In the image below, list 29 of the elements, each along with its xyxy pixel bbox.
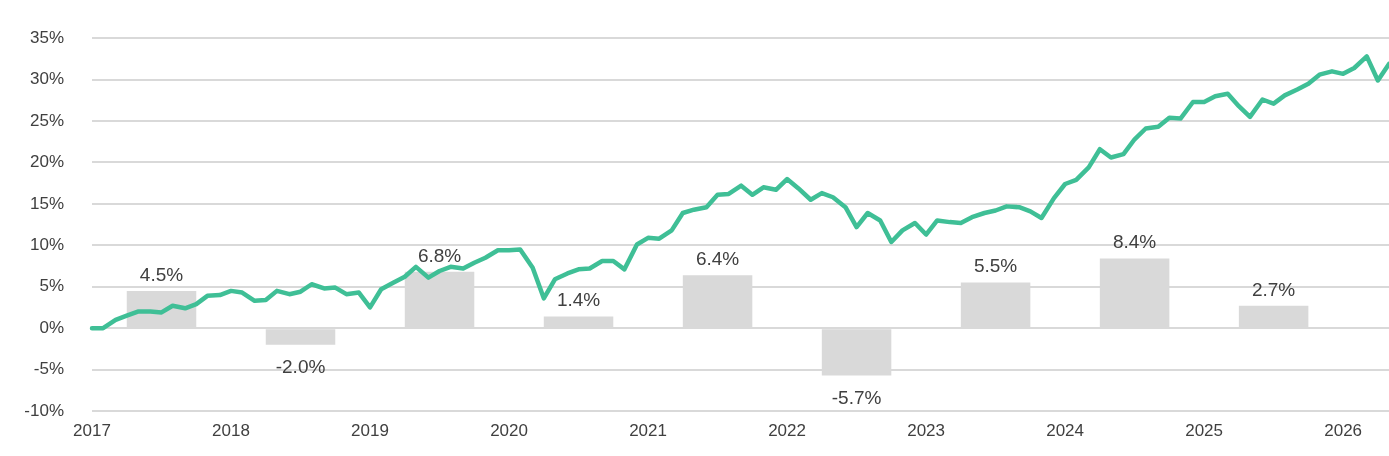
y-tick-label: 10% xyxy=(29,235,64,254)
data-label: 2.7% xyxy=(1251,278,1296,300)
x-tick-label: 2025 xyxy=(1185,420,1224,440)
data-label: 6.8% xyxy=(417,244,462,266)
data-label: 1.4% xyxy=(556,289,601,311)
data-label: -2.0% xyxy=(275,356,326,378)
x-tick-label: 2023 xyxy=(907,420,945,440)
data-label: -5.7% xyxy=(831,387,882,409)
x-tick-label: 2024 xyxy=(1046,420,1085,440)
y-tick-label: 0% xyxy=(39,317,64,337)
y-tick-label: -10% xyxy=(24,400,64,420)
data-label: 4.5% xyxy=(139,263,184,285)
data-label: 6.4% xyxy=(695,247,740,269)
data-label: 8.4% xyxy=(1112,231,1157,253)
y-tick-label: 35% xyxy=(29,27,64,47)
x-tick-label: 2018 xyxy=(212,420,250,440)
y-tick-label: 15% xyxy=(29,193,64,213)
y-tick-label: 20% xyxy=(29,152,64,172)
x-tick-label: 2022 xyxy=(768,420,806,440)
y-tick-label: 5% xyxy=(39,276,64,296)
y-tick-label: 30% xyxy=(29,69,64,89)
x-tick-label: 2021 xyxy=(629,420,667,440)
x-tick-label: 2017 xyxy=(73,420,111,440)
x-tick-label: 2026 xyxy=(1324,420,1363,440)
y-tick-label: 25% xyxy=(29,110,64,130)
data-label: 5.5% xyxy=(973,255,1018,277)
y-tick-label: -5% xyxy=(33,359,64,379)
x-tick-label: 2019 xyxy=(351,420,389,440)
x-tick-label: 2020 xyxy=(490,420,528,440)
